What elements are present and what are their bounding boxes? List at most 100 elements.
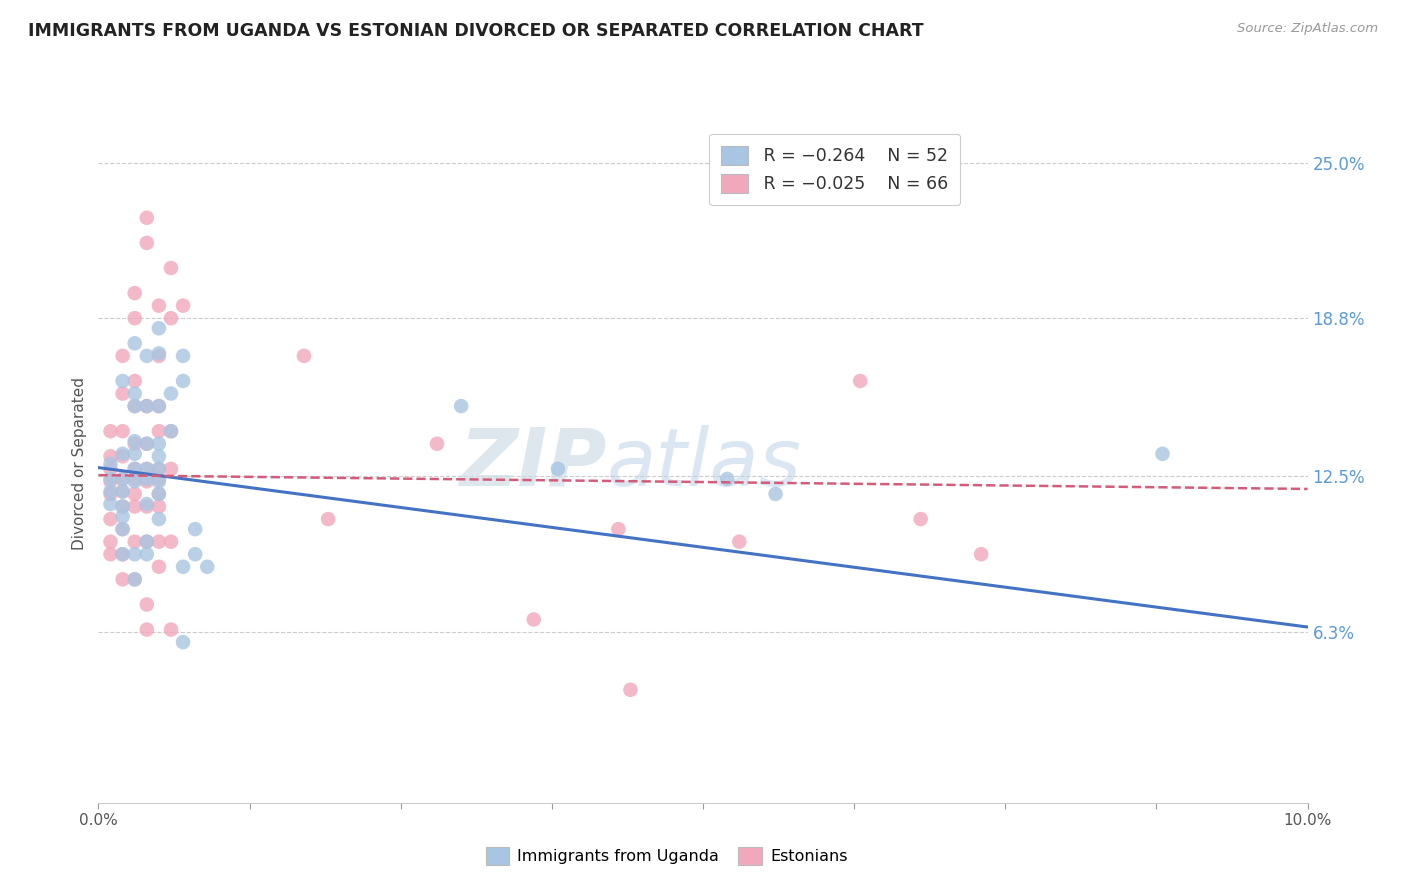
- Text: Source: ZipAtlas.com: Source: ZipAtlas.com: [1237, 22, 1378, 36]
- Point: [148, 399, 170, 413]
- Point: [135, 436, 157, 450]
- Point: [124, 374, 146, 388]
- Point: [765, 487, 787, 501]
- Point: [849, 374, 872, 388]
- Point: [148, 424, 170, 438]
- Point: [111, 484, 134, 499]
- Point: [111, 472, 134, 486]
- Point: [172, 635, 194, 649]
- Text: ZIP: ZIP: [458, 425, 606, 503]
- Point: [124, 336, 146, 351]
- Point: [124, 475, 146, 489]
- Point: [135, 235, 157, 250]
- Point: [124, 572, 146, 586]
- Point: [111, 374, 134, 388]
- Point: [172, 559, 194, 574]
- Point: [523, 613, 546, 627]
- Point: [124, 487, 146, 501]
- Point: [135, 462, 157, 476]
- Point: [160, 260, 183, 275]
- Point: [148, 321, 170, 335]
- Point: [195, 559, 218, 574]
- Point: [160, 623, 183, 637]
- Y-axis label: Divorced or Separated: Divorced or Separated: [72, 377, 87, 550]
- Point: [160, 386, 183, 401]
- Point: [100, 462, 122, 476]
- Point: [148, 399, 170, 413]
- Point: [124, 447, 146, 461]
- Point: [135, 547, 157, 561]
- Point: [124, 572, 146, 586]
- Point: [184, 522, 207, 536]
- Point: [111, 424, 134, 438]
- Point: [316, 512, 339, 526]
- Point: [148, 512, 170, 526]
- Point: [160, 462, 183, 476]
- Point: [111, 450, 134, 464]
- Point: [100, 547, 122, 561]
- Point: [148, 462, 170, 476]
- Point: [135, 472, 157, 486]
- Point: [148, 559, 170, 574]
- Point: [124, 472, 146, 486]
- Point: [100, 487, 122, 501]
- Point: [607, 522, 630, 536]
- Point: [135, 475, 157, 489]
- Point: [111, 386, 134, 401]
- Point: [148, 450, 170, 464]
- Point: [135, 211, 157, 225]
- Point: [100, 450, 122, 464]
- Point: [124, 311, 146, 326]
- Point: [148, 500, 170, 514]
- Point: [100, 475, 122, 489]
- Point: [135, 436, 157, 450]
- Point: [100, 457, 122, 471]
- Point: [148, 299, 170, 313]
- Point: [135, 349, 157, 363]
- Point: [970, 547, 993, 561]
- Point: [135, 399, 157, 413]
- Point: [160, 534, 183, 549]
- Point: [450, 399, 472, 413]
- Point: [135, 534, 157, 549]
- Point: [124, 436, 146, 450]
- Point: [100, 497, 122, 511]
- Point: [148, 472, 170, 486]
- Point: [100, 424, 122, 438]
- Point: [135, 497, 157, 511]
- Point: [910, 512, 932, 526]
- Point: [124, 462, 146, 476]
- Point: [148, 487, 170, 501]
- Point: [111, 522, 134, 536]
- Point: [100, 512, 122, 526]
- Point: [135, 598, 157, 612]
- Point: [426, 436, 449, 450]
- Point: [160, 424, 183, 438]
- Point: [111, 484, 134, 499]
- Point: [124, 434, 146, 449]
- Point: [172, 349, 194, 363]
- Point: [172, 299, 194, 313]
- Point: [124, 462, 146, 476]
- Point: [135, 462, 157, 476]
- Point: [292, 349, 315, 363]
- Point: [111, 522, 134, 536]
- Point: [547, 462, 569, 476]
- Point: [111, 500, 134, 514]
- Point: [160, 311, 183, 326]
- Point: [148, 475, 170, 489]
- Point: [716, 472, 738, 486]
- Point: [148, 349, 170, 363]
- Point: [135, 500, 157, 514]
- Point: [111, 547, 134, 561]
- Point: [111, 500, 134, 514]
- Point: [135, 623, 157, 637]
- Point: [111, 547, 134, 561]
- Point: [111, 509, 134, 524]
- Point: [111, 572, 134, 586]
- Point: [184, 547, 207, 561]
- Point: [135, 399, 157, 413]
- Point: [148, 534, 170, 549]
- Point: [111, 349, 134, 363]
- Point: [135, 534, 157, 549]
